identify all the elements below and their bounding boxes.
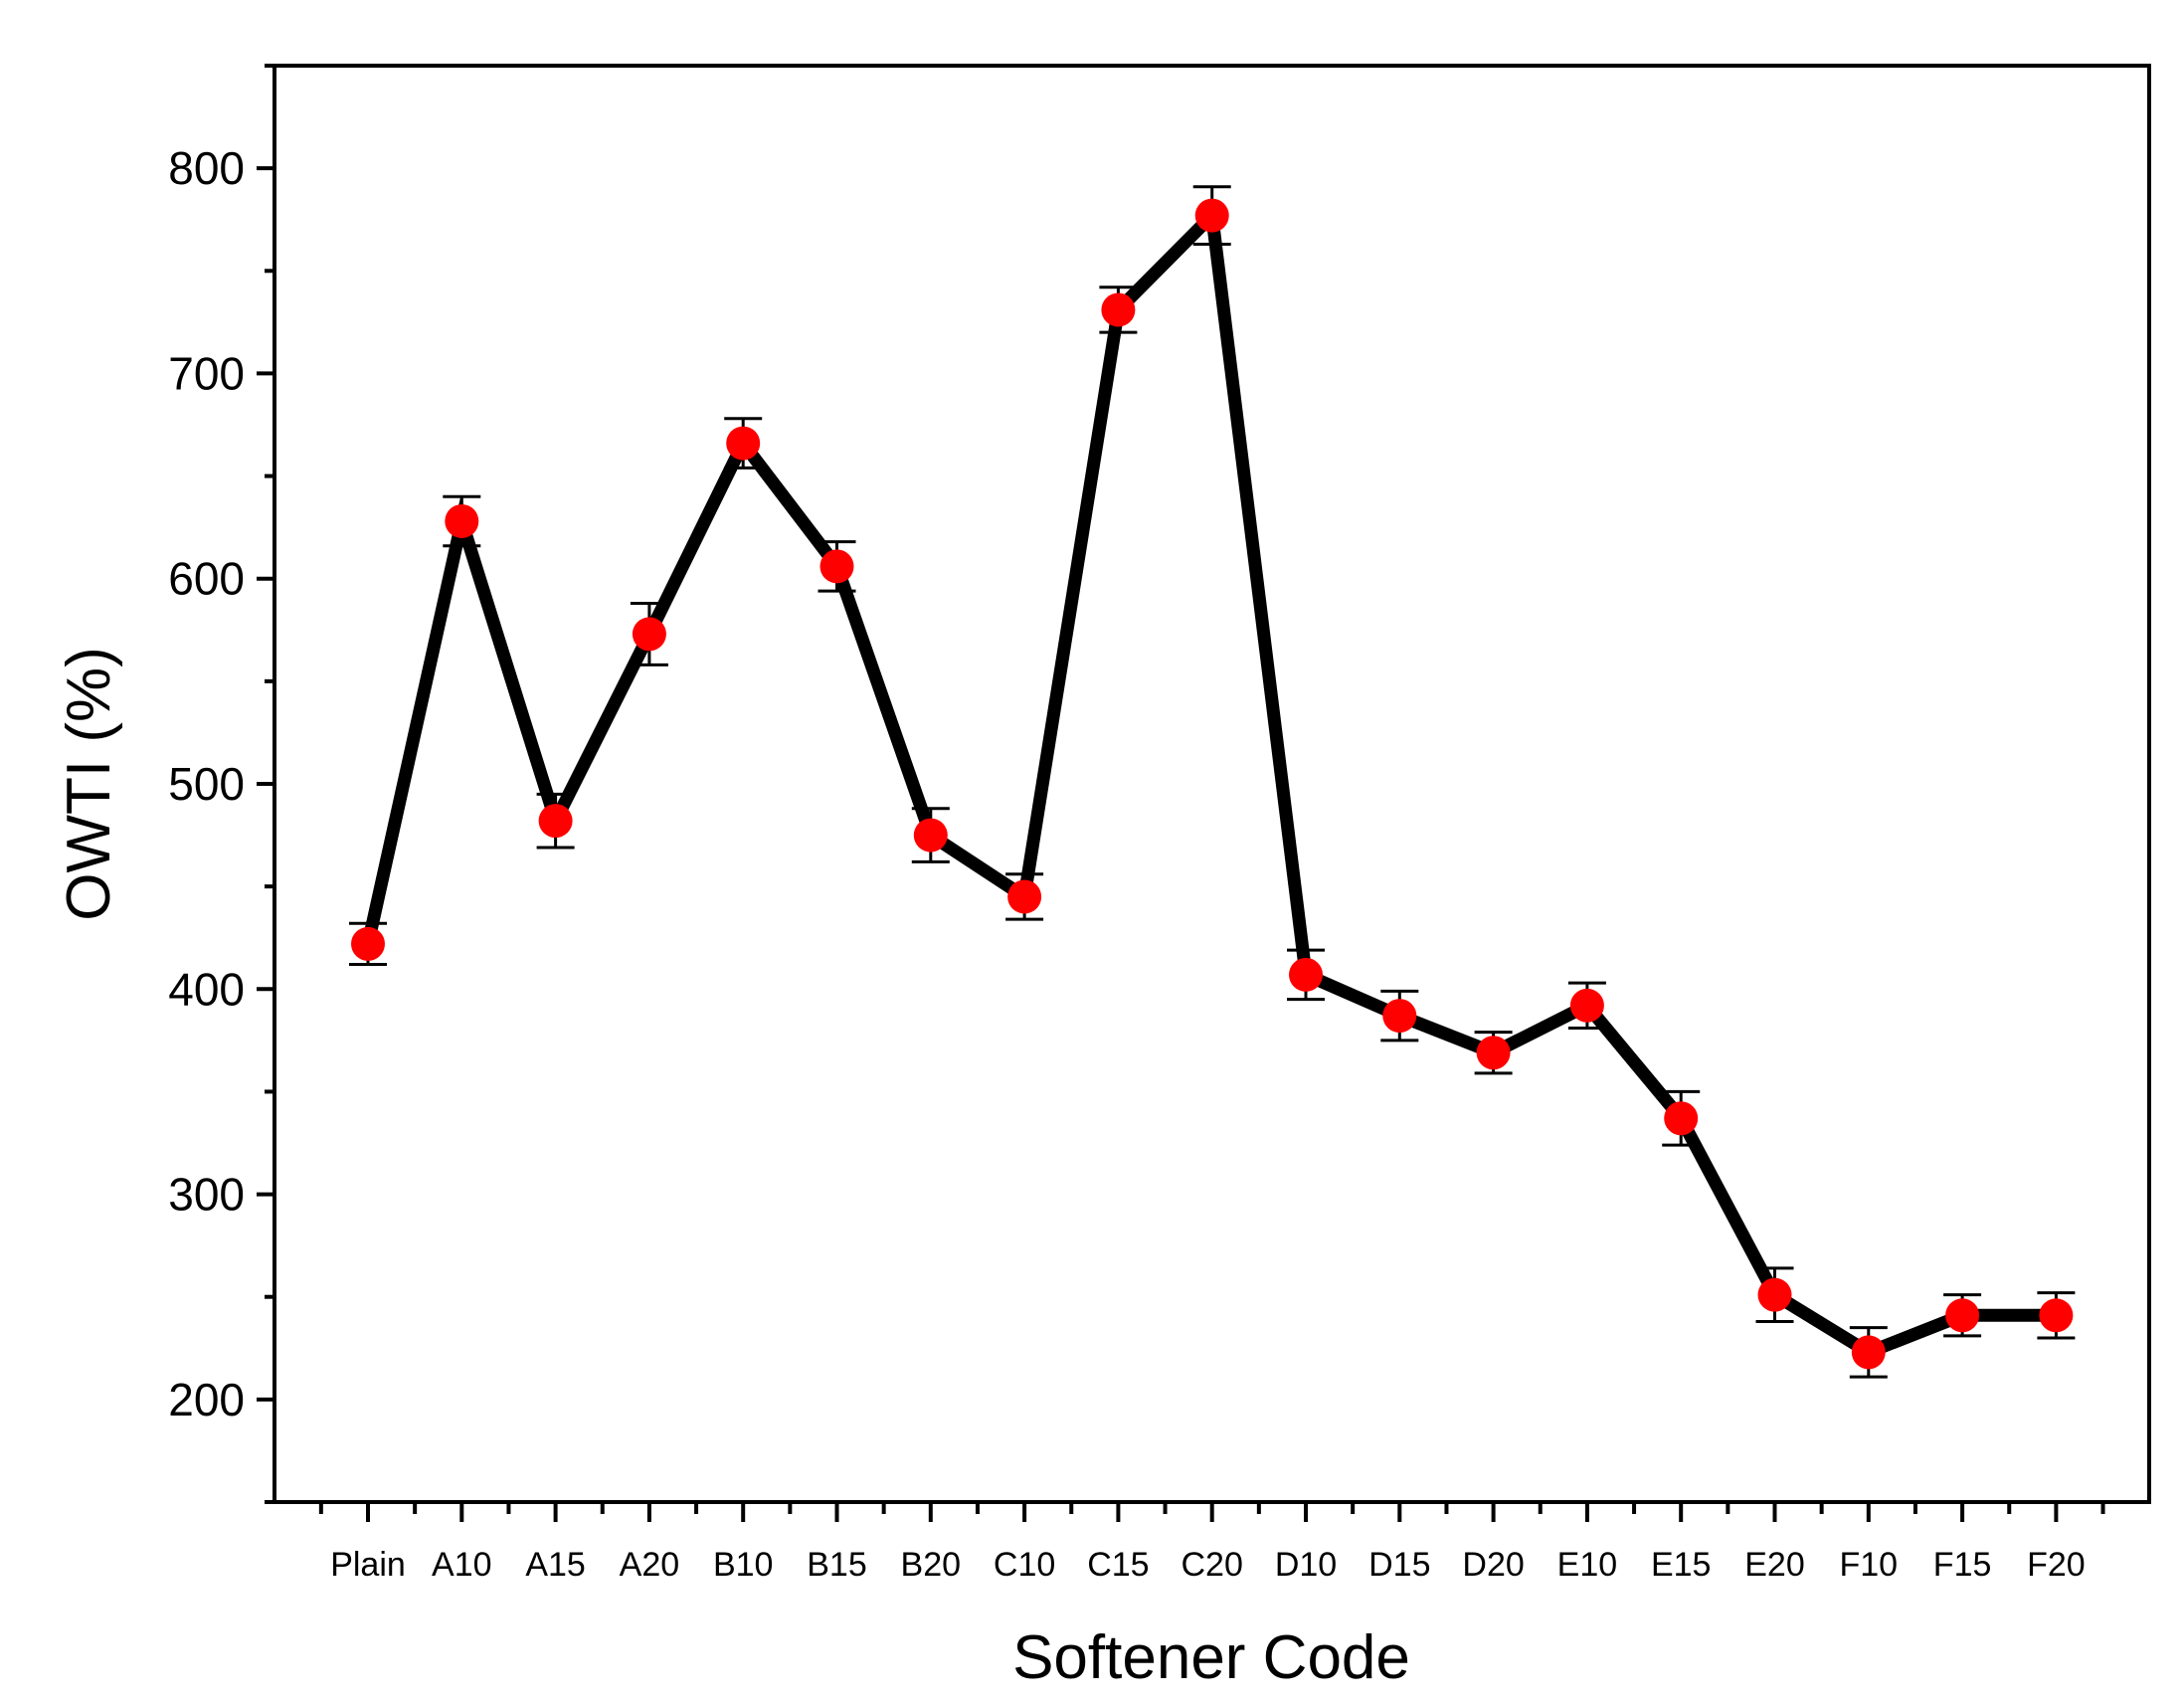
y-tick-label: 600: [168, 553, 245, 605]
y-tick-label: 400: [168, 963, 245, 1015]
data-point: [351, 926, 385, 961]
y-tick-label: 200: [168, 1374, 245, 1425]
x-tick-label: E15: [1651, 1546, 1712, 1584]
data-point: [1476, 1036, 1511, 1070]
data-point: [632, 617, 666, 652]
x-tick-label: E10: [1557, 1546, 1618, 1584]
data-point: [1101, 292, 1136, 327]
data-point: [538, 804, 573, 839]
data-point: [1289, 957, 1323, 992]
x-tick-label: A10: [432, 1546, 492, 1584]
y-axis-title: OWTI (%): [55, 647, 123, 921]
x-tick-label: C10: [994, 1546, 1055, 1584]
y-tick-labels: 200 300 400 500 600 700 800: [168, 142, 245, 1425]
plot-frame: [273, 64, 2151, 1504]
data-point: [1007, 879, 1042, 914]
data-point: [445, 503, 479, 538]
series-polyline: [361, 201, 2057, 1360]
x-tick-label: B20: [901, 1546, 962, 1584]
data-point: [913, 818, 948, 853]
data-point: [2039, 1298, 2074, 1333]
x-tick-labels: Plain A10 A15 A20 B10 B15 B20 C10 C15 C20 D10 D15 D2…: [330, 1546, 2086, 1584]
series-line: [361, 201, 2057, 1360]
x-axis-title: Softener Code: [1012, 1623, 1410, 1692]
x-tick-label: B10: [713, 1546, 774, 1584]
data-point: [1664, 1101, 1699, 1136]
x-tick-label: A15: [525, 1546, 586, 1584]
x-tick-label: E20: [1744, 1546, 1805, 1584]
data-markers: [351, 198, 2074, 1370]
x-tick-label: D20: [1462, 1546, 1524, 1584]
x-tick-label: F10: [1840, 1546, 1899, 1584]
data-point: [819, 549, 854, 584]
x-tick-label: C20: [1182, 1546, 1243, 1584]
data-point: [1569, 988, 1604, 1023]
x-tick-label: F15: [1933, 1546, 1992, 1584]
error-bars: [349, 185, 2076, 1379]
data-point: [1194, 198, 1229, 233]
y-tick-label: 800: [168, 142, 245, 194]
data-point: [1851, 1335, 1886, 1370]
x-tick-label: A20: [620, 1546, 680, 1584]
x-tick-label: Plain: [330, 1546, 406, 1584]
data-point: [726, 426, 761, 461]
x-tick-label: F20: [2027, 1546, 2086, 1584]
data-point: [1945, 1298, 1980, 1333]
data-point: [1757, 1277, 1792, 1312]
y-tick-label: 500: [168, 758, 245, 810]
y-tick-label: 700: [168, 347, 245, 399]
x-tick-label: B15: [807, 1546, 867, 1584]
x-tick-label: D15: [1368, 1546, 1430, 1584]
x-tick-label: D10: [1275, 1546, 1337, 1584]
axis-ticks: [257, 64, 2105, 1522]
y-tick-label: 300: [168, 1169, 245, 1221]
data-point: [1382, 999, 1417, 1034]
x-tick-label: C15: [1087, 1546, 1149, 1584]
